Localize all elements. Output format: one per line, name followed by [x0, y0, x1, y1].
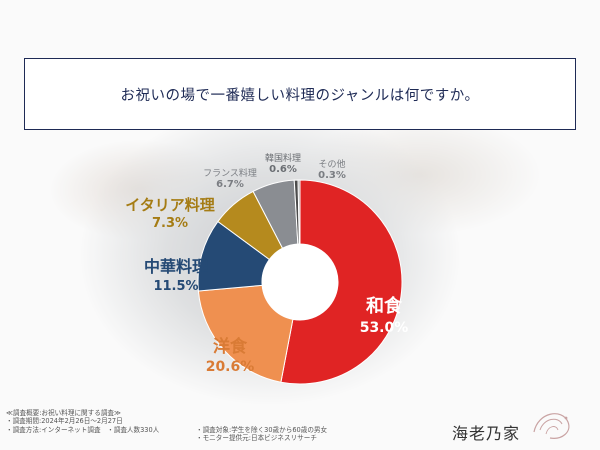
- survey-note: ≪調査概要:お祝い料理に関する調査≫: [6, 409, 121, 417]
- survey-notes-col2: ・調査対象:学生を除く30歳から60歳の男女 ・モニター提供元:日本ビジネスリサ…: [196, 426, 327, 443]
- question-title: お祝いの場で一番嬉しい料理のジャンルは何ですか。: [120, 87, 480, 104]
- slice-value: 6.7%: [216, 179, 244, 190]
- slice-value: 20.6%: [206, 359, 255, 375]
- slice-label: 洋食: [213, 336, 248, 357]
- slice-label: 中華料理: [144, 257, 208, 276]
- shrimp-logo-icon: [533, 413, 570, 439]
- survey-notes-col1: ≪調査概要:お祝い料理に関する調査≫ ・調査期間:2024年2月26日〜2月27…: [6, 409, 159, 434]
- question-box: お祝いの場で一番嬉しい料理のジャンルは何ですか。: [24, 58, 576, 130]
- donut-slice: [280, 179, 403, 385]
- slice-value: 0.3%: [318, 170, 346, 181]
- survey-note: ・モニター提供元:日本ビジネスリサーチ: [196, 434, 317, 443]
- slice-value: 11.5%: [153, 279, 198, 294]
- survey-note: ・調査期間:2024年2月26日〜2月27日: [6, 417, 123, 426]
- slice-value: 0.6%: [269, 164, 297, 175]
- survey-note: ・調査方法:インターネット調査 ・調査人数330人: [6, 425, 160, 434]
- slice-value: 53.0%: [360, 320, 409, 336]
- slice-label: イタリア料理: [125, 196, 214, 214]
- brand-logo-text: 海老乃家: [452, 424, 521, 443]
- slice-label: 韓国料理: [265, 152, 301, 164]
- slice-label: 和食: [366, 295, 403, 317]
- survey-note: ・調査対象:学生を除く30歳から60歳の男女: [196, 426, 328, 434]
- slice-label: フランス料理: [203, 167, 257, 179]
- slice-value: 7.3%: [152, 216, 188, 231]
- slice-label: その他: [318, 158, 345, 170]
- donut-hole: [262, 244, 338, 320]
